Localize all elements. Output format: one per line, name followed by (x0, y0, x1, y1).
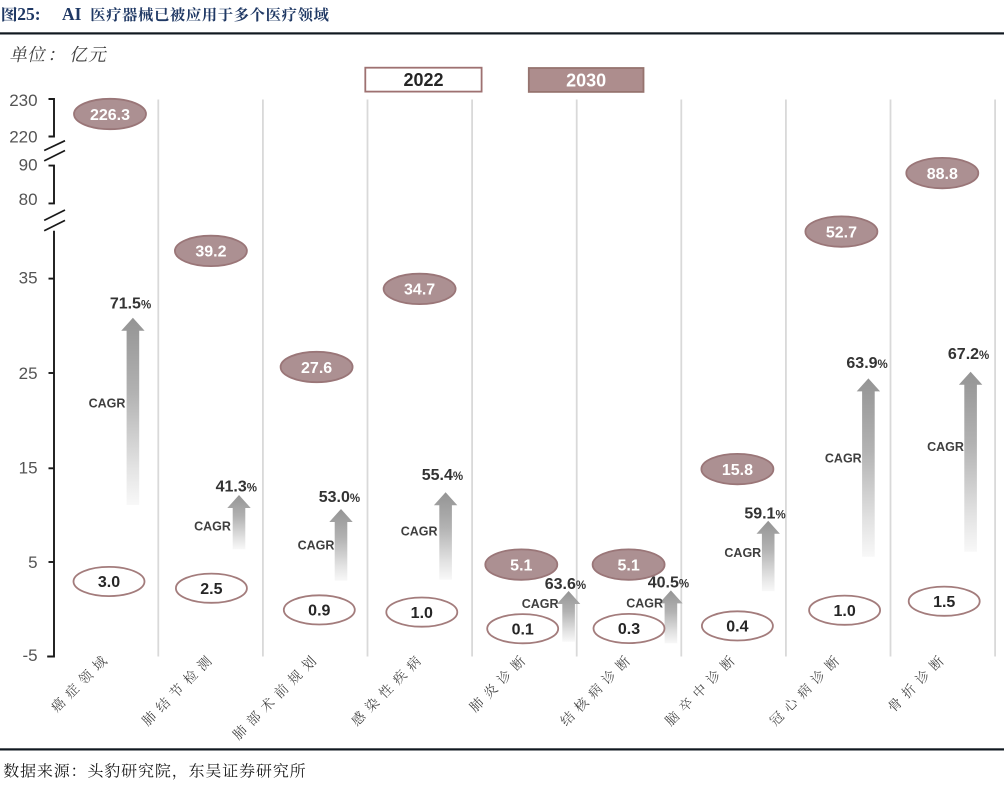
svg-text:CAGR: CAGR (522, 597, 559, 611)
svg-text:2.5: 2.5 (200, 581, 222, 598)
svg-text:0.1: 0.1 (512, 622, 534, 639)
svg-text:15: 15 (19, 459, 38, 478)
svg-text:1.0: 1.0 (833, 603, 855, 620)
svg-text:40.5%: 40.5% (648, 575, 689, 592)
svg-text:-5: -5 (22, 646, 37, 665)
svg-text:35: 35 (19, 269, 38, 288)
svg-text:25: 25 (19, 364, 38, 383)
svg-text:5.1: 5.1 (510, 557, 532, 574)
svg-text:41.3%: 41.3% (216, 478, 257, 495)
svg-text:0.4: 0.4 (726, 619, 748, 636)
svg-text:52.7: 52.7 (826, 224, 857, 241)
svg-text:220: 220 (9, 127, 37, 146)
svg-text:1.0: 1.0 (411, 605, 433, 622)
svg-text:3.0: 3.0 (98, 574, 120, 591)
svg-text:80: 80 (19, 190, 38, 209)
svg-text:0.9: 0.9 (308, 603, 330, 620)
svg-text:CAGR: CAGR (724, 546, 761, 560)
svg-text:71.5%: 71.5% (110, 296, 151, 313)
svg-text:15.8: 15.8 (722, 462, 753, 479)
svg-text:88.8: 88.8 (927, 166, 958, 183)
svg-text:CAGR: CAGR (401, 525, 438, 539)
svg-text:55.4%: 55.4% (422, 467, 463, 484)
svg-text:25:: 25: (17, 4, 40, 24)
svg-text:90: 90 (19, 156, 38, 175)
svg-text:0.3: 0.3 (618, 621, 640, 638)
svg-text:5.1: 5.1 (617, 557, 639, 574)
svg-text:CAGR: CAGR (298, 539, 335, 553)
svg-text:34.7: 34.7 (404, 282, 435, 299)
svg-text:230: 230 (9, 91, 37, 110)
svg-text:AI: AI (62, 4, 82, 24)
svg-text:67.2%: 67.2% (948, 346, 989, 363)
svg-text:39.2: 39.2 (195, 244, 226, 261)
svg-text:53.0%: 53.0% (319, 489, 360, 506)
svg-text:27.6: 27.6 (301, 360, 332, 377)
svg-text:1.5: 1.5 (933, 594, 955, 611)
svg-text:5: 5 (28, 553, 37, 572)
svg-text:CAGR: CAGR (194, 520, 231, 534)
svg-text:CAGR: CAGR (626, 596, 663, 610)
svg-text:CAGR: CAGR (89, 397, 126, 411)
svg-text:63.9%: 63.9% (846, 355, 887, 372)
svg-text:CAGR: CAGR (825, 452, 862, 466)
svg-text:CAGR: CAGR (927, 440, 964, 454)
svg-text:226.3: 226.3 (90, 107, 130, 124)
svg-text:59.1%: 59.1% (744, 506, 785, 523)
svg-text:2030: 2030 (566, 71, 606, 91)
svg-text:63.6%: 63.6% (545, 576, 586, 593)
svg-text:2022: 2022 (403, 70, 443, 90)
